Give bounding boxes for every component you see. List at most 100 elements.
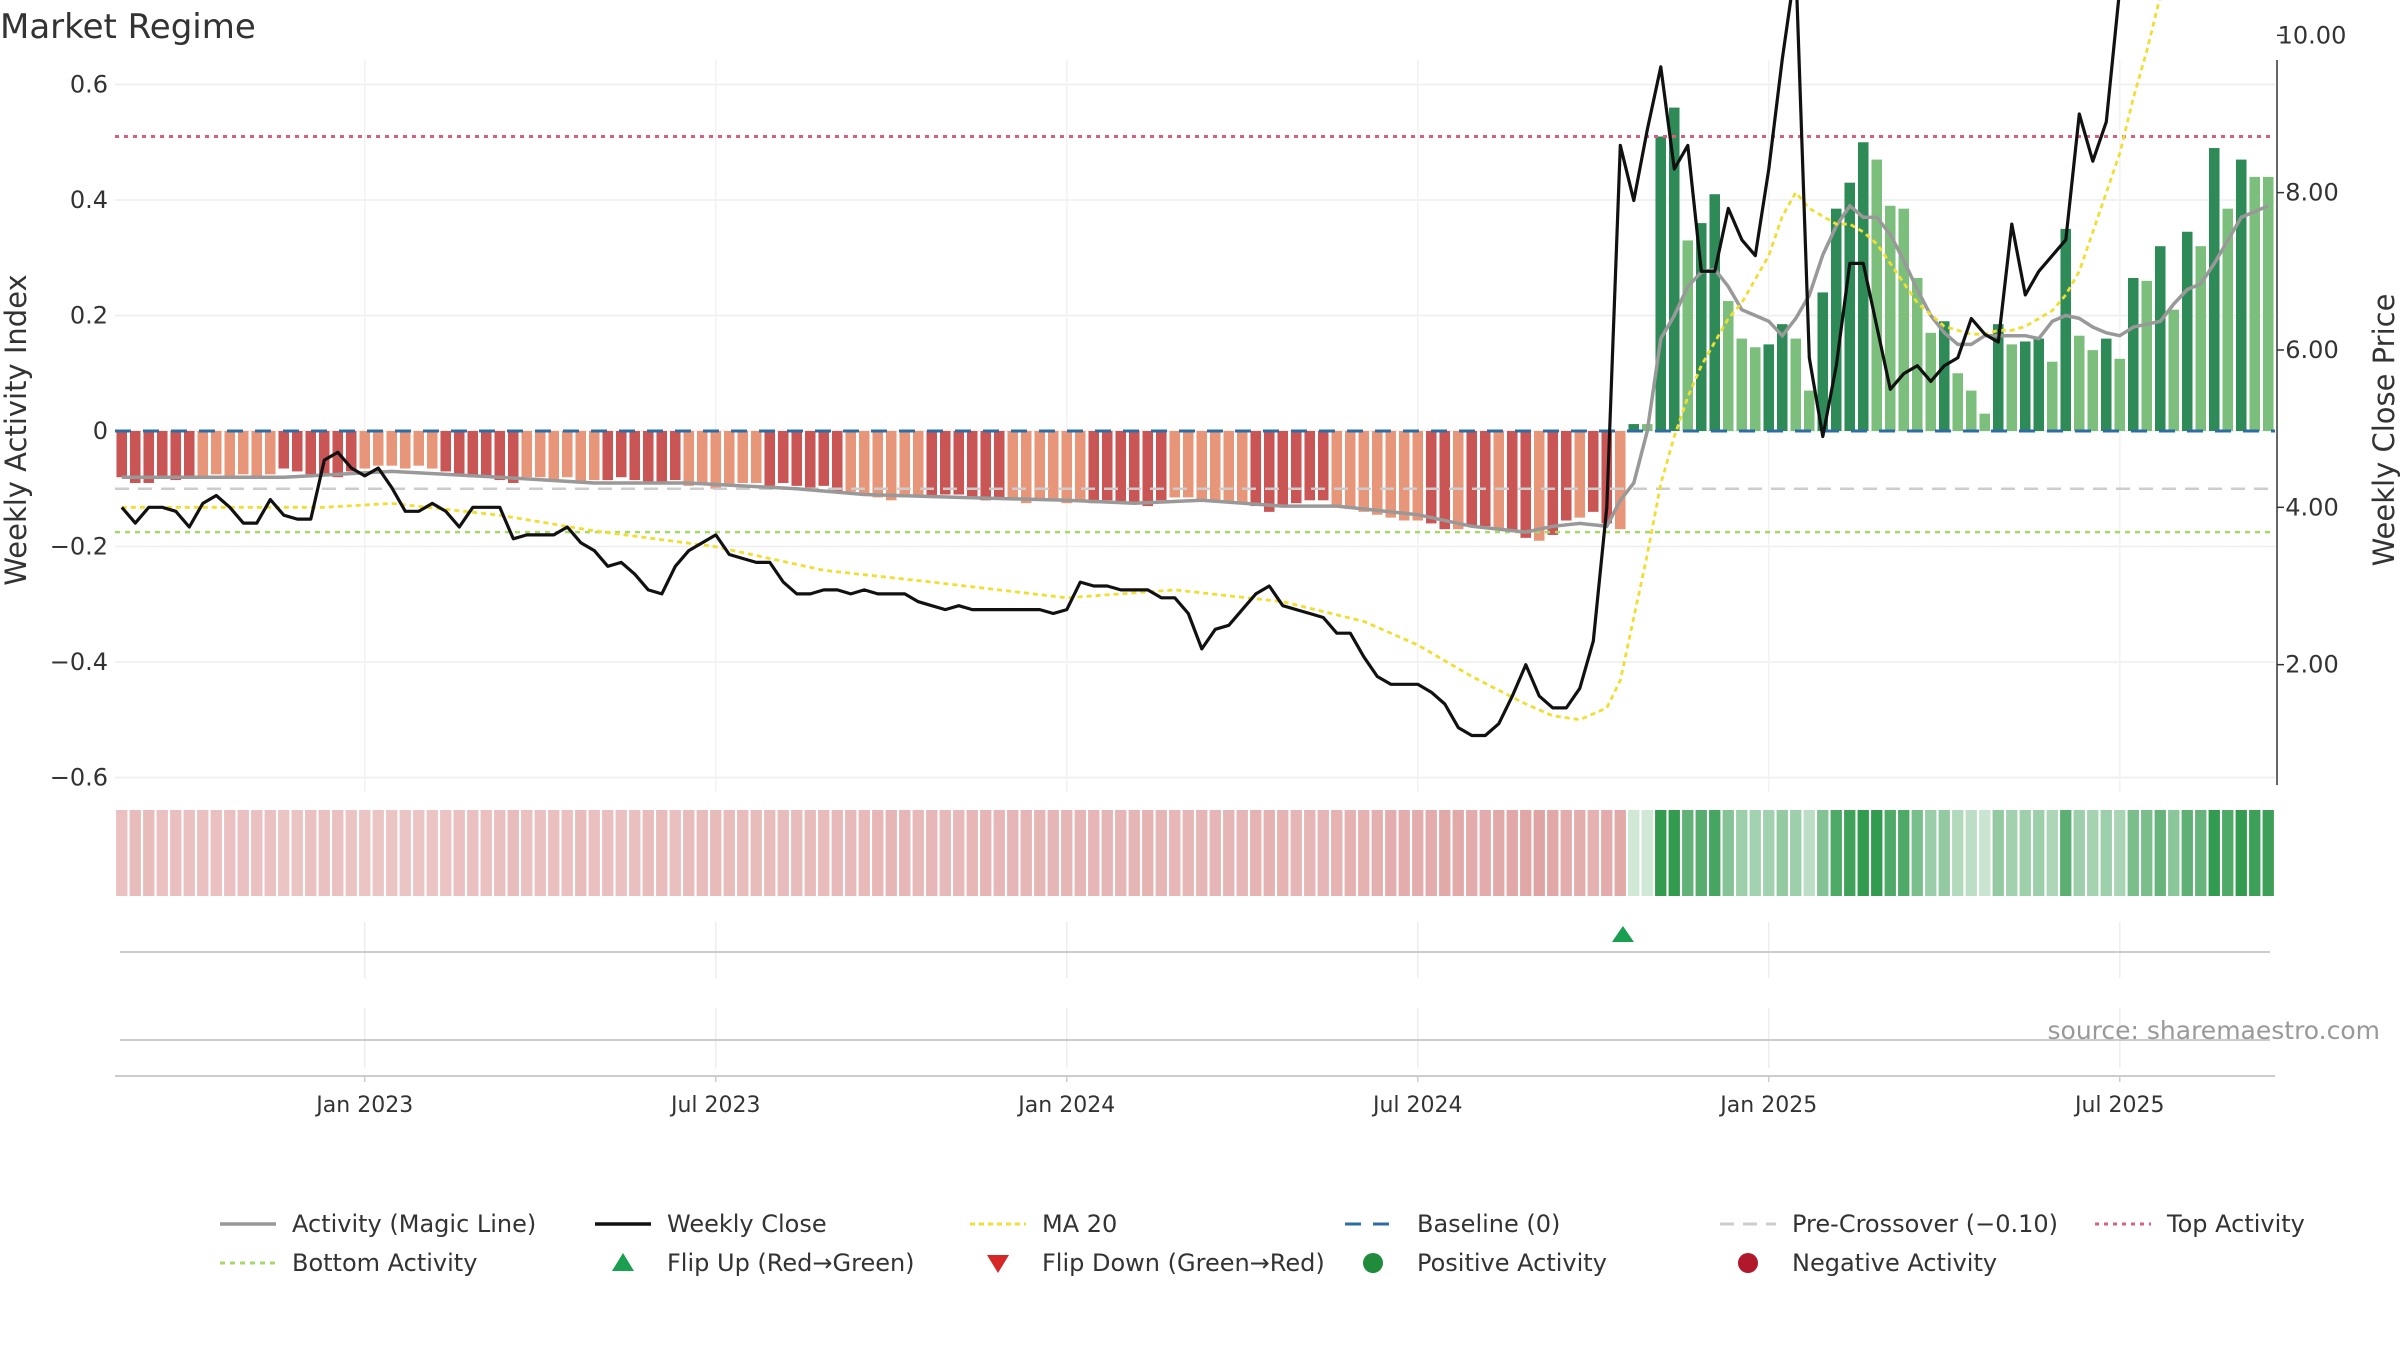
activity-bar	[831, 431, 843, 492]
activity-bar	[2168, 309, 2180, 431]
series-lines	[120, 0, 2269, 738]
activity-bar	[1250, 431, 1262, 507]
activity-bar	[1911, 277, 1923, 431]
activity-bar	[1371, 431, 1383, 515]
regime-cell	[2141, 810, 2153, 896]
activity-bar	[224, 431, 236, 478]
regime-cell	[1749, 810, 1761, 896]
regime-cell	[1182, 810, 1194, 896]
activity-bar	[1736, 338, 1748, 431]
regime-cell	[1520, 810, 1532, 896]
y2-tick-label: 10.00	[2278, 21, 2347, 49]
activity-bar	[737, 431, 749, 483]
regime-cell	[251, 810, 263, 896]
regime-cell	[2222, 810, 2234, 896]
activity-bar	[804, 431, 816, 489]
reference-lines	[115, 134, 2275, 534]
regime-cell	[1074, 810, 1086, 896]
regime-cell	[210, 810, 222, 896]
regime-cell	[521, 810, 533, 896]
activity-bar	[440, 431, 452, 472]
y-axis-title: Weekly Activity Index	[0, 274, 33, 585]
activity-bar	[1493, 431, 1505, 530]
activity-bar	[656, 431, 668, 483]
regime-cell	[2073, 810, 2085, 896]
activity-bar	[2060, 228, 2072, 431]
regime-cell	[1331, 810, 1343, 896]
regime-cell	[2046, 810, 2058, 896]
regime-cell	[1614, 810, 1626, 896]
regime-cell	[1965, 810, 1977, 896]
activity-bar	[845, 431, 857, 492]
regime-cell	[1857, 810, 1869, 896]
regime-cell	[2033, 810, 2045, 896]
activity-bar	[1452, 431, 1464, 530]
activity-bar	[1898, 208, 1910, 431]
regime-cell	[197, 810, 209, 896]
activity-bar	[467, 431, 479, 478]
regime-strip	[116, 810, 2274, 896]
regime-cell	[1020, 810, 1032, 896]
activity-bar	[1344, 431, 1356, 509]
regime-cell	[2060, 810, 2072, 896]
activity-bar	[953, 431, 965, 495]
regime-cell	[993, 810, 1005, 896]
activity-bar	[1101, 431, 1113, 501]
activity-bar	[1047, 431, 1059, 501]
regime-cell	[534, 810, 546, 896]
regime-cell	[1047, 810, 1059, 896]
y2-tick-label: 6.00	[2285, 336, 2338, 364]
legend-item-baseline: Baseline (0)	[1345, 1210, 1560, 1238]
regime-cell	[1317, 810, 1329, 896]
regime-cell	[1587, 810, 1599, 896]
activity-bar	[885, 431, 897, 501]
activity-bar	[129, 431, 141, 483]
legend-item-precross: Pre-Crossover (−0.10)	[1720, 1210, 2058, 1238]
weekly-close-line	[120, 0, 2121, 738]
regime-cell	[791, 810, 803, 896]
y2-tick-label: 8.00	[2285, 179, 2338, 207]
regime-cell	[1911, 810, 1923, 896]
regime-cell	[683, 810, 695, 896]
regime-cell	[1128, 810, 1140, 896]
regime-cell	[507, 810, 519, 896]
activity-bar	[899, 431, 911, 498]
activity-bar	[1412, 431, 1424, 521]
legend-label: Pre-Crossover (−0.10)	[1792, 1210, 2058, 1238]
activity-bar	[1560, 431, 1572, 521]
activity-bar	[183, 431, 195, 478]
regime-cell	[224, 810, 236, 896]
regime-cell	[345, 810, 357, 896]
activity-bar	[1614, 431, 1626, 530]
regime-cell	[1655, 810, 1667, 896]
x-tick-label: Jan 2025	[1718, 1093, 1817, 1118]
regime-cell	[710, 810, 722, 896]
regime-cell	[980, 810, 992, 896]
regime-cell	[1601, 810, 1613, 896]
regime-cell	[750, 810, 762, 896]
regime-cell	[1898, 810, 1910, 896]
regime-cell	[1695, 810, 1707, 896]
regime-cell	[480, 810, 492, 896]
legend-item-positive: Positive Activity	[1363, 1249, 1607, 1277]
regime-cell	[2208, 810, 2220, 896]
regime-cell	[723, 810, 735, 896]
activity-bars	[116, 107, 2274, 541]
activity-bar	[872, 431, 884, 498]
regime-cell	[1790, 810, 1802, 896]
regime-cell	[467, 810, 479, 896]
regime-cell	[426, 810, 438, 896]
regime-cell	[2087, 810, 2099, 896]
regime-cell	[1736, 810, 1748, 896]
regime-cell	[1884, 810, 1896, 896]
activity-bar	[2100, 338, 2112, 431]
activity-bar	[2195, 246, 2207, 431]
regime-cell	[831, 810, 843, 896]
activity-bar	[777, 431, 789, 483]
activity-bar	[669, 431, 681, 481]
activity-bar	[1884, 205, 1896, 431]
regime-cell	[818, 810, 830, 896]
activity-bar	[426, 431, 438, 469]
legend-label: Positive Activity	[1417, 1249, 1607, 1277]
regime-cell	[1412, 810, 1424, 896]
